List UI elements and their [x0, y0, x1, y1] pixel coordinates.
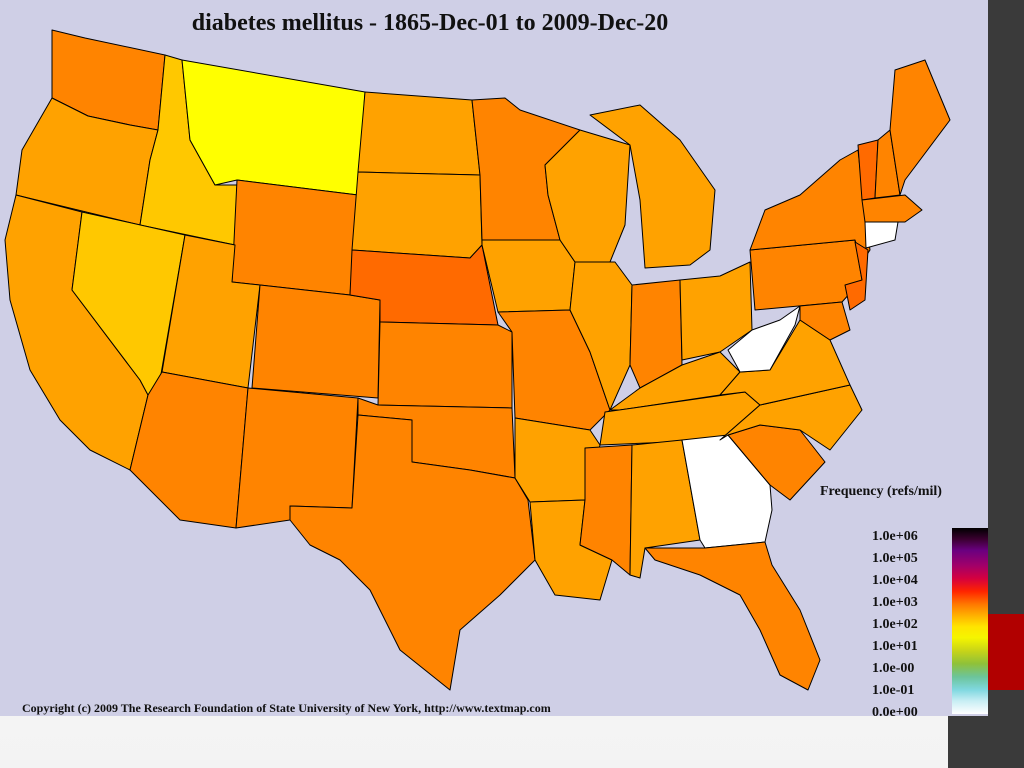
state-michigan[interactable] [589, 104, 716, 269]
legend-label: 1.0e+03 [872, 595, 918, 610]
state-wyoming[interactable] [231, 179, 359, 296]
state-montana[interactable] [181, 59, 366, 196]
legend-label: 1.0e+01 [872, 639, 918, 654]
map-panel: diabetes mellitus - 1865-Dec-01 to 2009-… [0, 0, 988, 716]
state-florida[interactable] [644, 541, 821, 691]
legend-label: 1.0e+02 [872, 617, 918, 632]
legend-color-scale [952, 528, 988, 714]
legend-labels: 1.0e+06 1.0e+05 1.0e+04 1.0e+03 1.0e+02 … [872, 526, 942, 716]
state-maine[interactable] [889, 59, 951, 196]
state-texas[interactable] [289, 414, 536, 691]
map-title: diabetes mellitus - 1865-Dec-01 to 2009-… [191, 10, 669, 36]
legend-label: 1.0e-01 [872, 683, 915, 698]
state-maryland[interactable] [799, 301, 851, 341]
legend-label: 1.0e+04 [872, 573, 918, 588]
state-north-dakota[interactable] [357, 91, 481, 176]
state-pennsylvania[interactable] [749, 239, 863, 311]
state-connecticut-rhode-island[interactable] [864, 221, 899, 249]
legend-label: 0.0e+00 [872, 705, 918, 716]
legend-title: Frequency (refs/mil) [820, 484, 942, 499]
state-arizona[interactable] [129, 371, 249, 529]
state-massachusetts[interactable] [861, 194, 923, 223]
us-choropleth-map [4, 29, 951, 691]
copyright-notice: Copyright (c) 2009 The Research Foundati… [22, 701, 551, 715]
state-new-jersey[interactable] [844, 241, 869, 311]
legend-label: 1.0e+06 [872, 529, 918, 544]
state-south-dakota[interactable] [351, 171, 483, 259]
state-west-virginia[interactable] [727, 305, 801, 373]
legend-label: 1.0e+05 [872, 551, 918, 566]
state-kansas[interactable] [377, 321, 513, 409]
state-colorado[interactable] [251, 284, 381, 399]
slide-red-accent [988, 614, 1024, 690]
state-illinois[interactable] [569, 261, 633, 411]
state-iowa[interactable] [481, 239, 576, 313]
legend-label: 1.0e-00 [872, 661, 915, 676]
